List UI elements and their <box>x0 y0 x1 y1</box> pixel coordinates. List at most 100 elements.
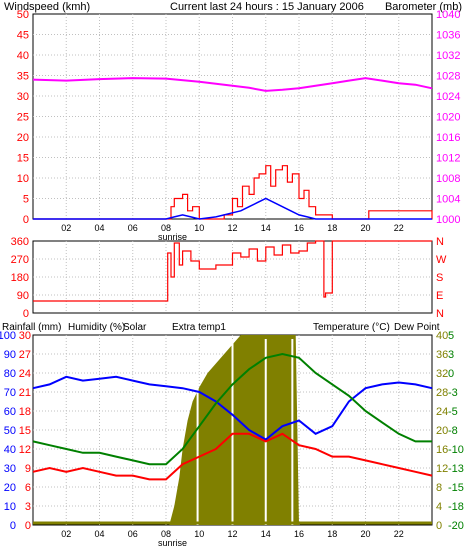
p1-left-title: Windspeed (kmh) <box>4 1 90 13</box>
y-tick-label: E <box>436 290 443 302</box>
y-tick-label: 1032 <box>436 50 460 62</box>
y-tick-label: 30 <box>4 463 16 475</box>
y-tick-label: 20 <box>436 425 448 437</box>
p2-series <box>33 240 432 302</box>
p3-humidity-label: Humidity (%) <box>68 322 125 333</box>
y-tick-label: 9 <box>25 463 31 475</box>
y-tick-label: 90 <box>4 349 16 361</box>
y-tick-label: 10 <box>17 173 29 185</box>
windspeed-series-line <box>33 197 432 220</box>
x-tick-label: 18 <box>327 223 337 233</box>
y-tick-label: 1012 <box>436 153 460 165</box>
y-tick-label: 20 <box>4 482 16 494</box>
p2-grid <box>33 241 432 313</box>
y-tick-label: 24 <box>436 406 448 418</box>
y-tick-label: 16 <box>436 444 448 456</box>
y-tick-label: 5 <box>448 330 454 342</box>
p3-solar-label: Solar <box>123 322 147 333</box>
y-tick-label: 25 <box>17 112 29 124</box>
y-tick-label: 100 <box>0 330 16 342</box>
x-tick-label: 10 <box>194 223 204 233</box>
y-tick-label: -15 <box>448 482 464 494</box>
y-tick-label: 1004 <box>436 194 460 206</box>
y-tick-label: 50 <box>4 425 16 437</box>
x-tick-label: 04 <box>94 223 104 233</box>
x-tick-label: 10 <box>194 529 204 539</box>
y-tick-label: 0 <box>10 520 16 532</box>
y-tick-label: 1000 <box>436 214 460 226</box>
y-tick-label: 21 <box>19 387 31 399</box>
p2-left-axis: 0 90 180 270 360 <box>11 236 29 320</box>
y-tick-label: 0 <box>436 520 442 532</box>
y-tick-label: 36 <box>436 349 448 361</box>
y-tick-label: 1036 <box>436 30 460 42</box>
y-tick-label: -8 <box>448 425 458 437</box>
p1-x-axis: 02 04 06 08 10 12 14 16 18 20 22 <box>61 223 404 233</box>
p3-extra-label: Extra temp1 <box>172 322 226 333</box>
y-tick-label: 1008 <box>436 173 460 185</box>
x-tick-label: 16 <box>294 529 304 539</box>
x-tick-label: 18 <box>327 529 337 539</box>
p3-series <box>32 335 433 525</box>
y-tick-label: 3 <box>25 501 31 513</box>
p3-rain-label: Rainfall (mm) <box>2 322 61 333</box>
y-tick-label: S <box>436 272 443 284</box>
x-tick-label: 06 <box>128 223 138 233</box>
y-tick-label: 50 <box>17 9 29 21</box>
p1-series <box>32 77 433 220</box>
p1-main-title: Current last 24 hours : 15 January 2006 <box>170 1 364 13</box>
x-tick-label: 14 <box>261 529 271 539</box>
y-tick-label: 8 <box>436 482 442 494</box>
y-tick-label: 28 <box>436 387 448 399</box>
p3-grid <box>33 335 432 525</box>
x-tick-label: 16 <box>294 223 304 233</box>
x-tick-label: 02 <box>61 223 71 233</box>
x-tick-label: 08 <box>161 529 171 539</box>
y-tick-label: 1028 <box>436 71 460 83</box>
y-tick-label: N <box>436 308 444 320</box>
x-tick-label: 12 <box>227 223 237 233</box>
x-tick-label: 02 <box>61 529 71 539</box>
y-tick-label: 70 <box>4 387 16 399</box>
y-tick-label: 12 <box>436 463 448 475</box>
x-tick-label: 20 <box>360 529 370 539</box>
y-tick-label: 5 <box>23 194 29 206</box>
y-tick-label: 12 <box>19 444 31 456</box>
y-tick-label: 20 <box>17 132 29 144</box>
p1-right-axis: 1000 1004 1008 1012 1016 1020 1024 1028 1032 1036… <box>436 9 460 226</box>
temperature-series-line <box>32 352 432 466</box>
y-tick-label: 30 <box>17 91 29 103</box>
y-tick-label: 40 <box>436 330 448 342</box>
y-tick-label: 0 <box>25 520 31 532</box>
p3-axes: 0102030405060708090100036912151821242730… <box>0 330 464 532</box>
gust-series-line <box>33 165 433 220</box>
x-tick-label: 22 <box>394 529 404 539</box>
x-tick-label: 22 <box>394 223 404 233</box>
y-tick-label: -18 <box>448 501 464 513</box>
y-tick-label: 1024 <box>436 91 460 103</box>
y-tick-label: 0 <box>23 308 29 320</box>
y-tick-label: 45 <box>17 30 29 42</box>
x-tick-label: 06 <box>128 529 138 539</box>
y-tick-label: 24 <box>19 368 31 380</box>
p3-dew-label: Dew Point <box>394 322 440 333</box>
y-tick-label: 270 <box>11 254 29 266</box>
y-tick-label: 0 <box>23 214 29 226</box>
y-tick-label: 6 <box>25 482 31 494</box>
y-tick-label: 3 <box>448 349 454 361</box>
p1-left-axis: 0 5 10 15 20 25 30 35 40 45 50 <box>17 9 29 226</box>
y-tick-label: 180 <box>11 272 29 284</box>
dew-point-series-line <box>32 432 433 481</box>
y-tick-label: N <box>436 236 444 248</box>
y-tick-label: 32 <box>436 368 448 380</box>
y-tick-label: -10 <box>448 444 464 456</box>
y-tick-label: -3 <box>448 387 458 399</box>
y-tick-label: 40 <box>17 50 29 62</box>
y-tick-label: 30 <box>19 330 31 342</box>
y-tick-label: 90 <box>17 290 29 302</box>
wind-direction-series-line <box>33 240 432 302</box>
p3-x-axis: 02 04 06 08 10 12 14 16 18 20 22 <box>61 529 404 539</box>
y-tick-label: 10 <box>4 501 16 513</box>
